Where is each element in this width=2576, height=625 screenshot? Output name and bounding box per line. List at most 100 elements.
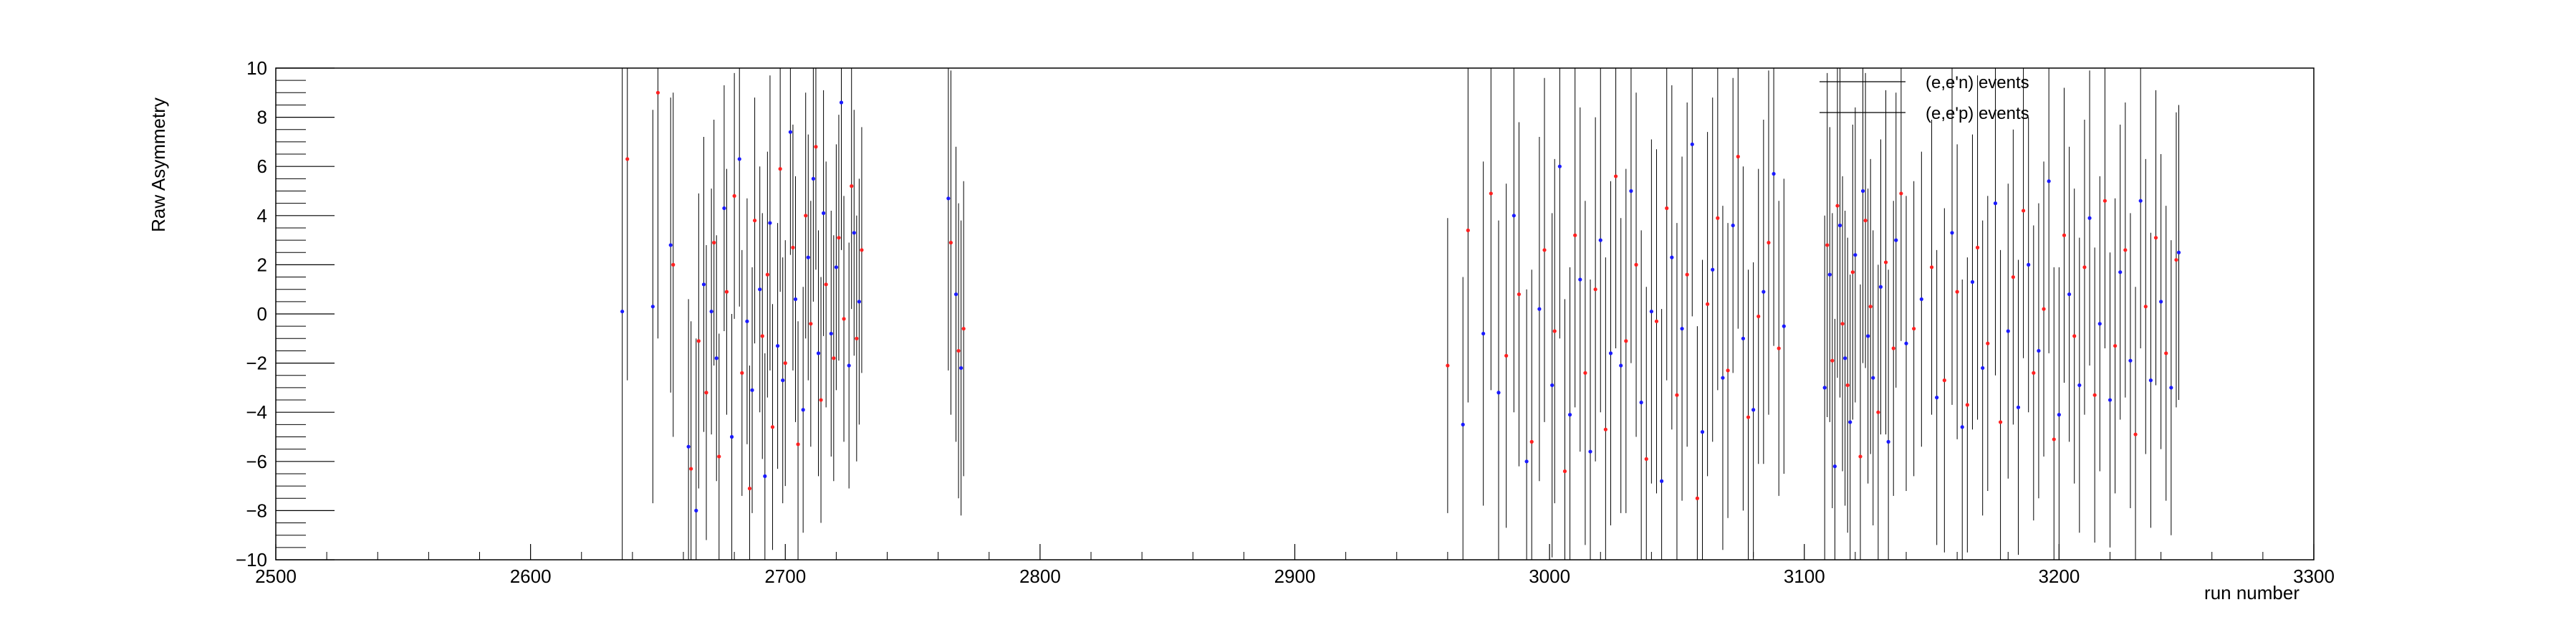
data-point-neutron <box>1837 223 1842 228</box>
data-point-neutron <box>1608 351 1613 356</box>
data-point-neutron <box>2148 378 2153 383</box>
data-point-neutron <box>1550 383 1554 388</box>
data-point-neutron <box>1860 189 1865 194</box>
data-point-neutron <box>1904 341 1908 345</box>
data-point-proton <box>1624 339 1628 343</box>
data-point-proton <box>1965 403 1969 407</box>
data-point-neutron <box>1700 430 1705 434</box>
data-point-neutron <box>1878 285 1883 289</box>
data-point-neutron <box>1970 280 1975 285</box>
data-point-proton <box>1986 341 1990 345</box>
data-point-neutron <box>829 331 833 336</box>
data-point-proton <box>1504 353 1509 358</box>
data-point-proton <box>1562 469 1567 474</box>
data-point-proton <box>1863 219 1868 223</box>
data-point-neutron <box>839 100 844 105</box>
data-point-neutron <box>1578 277 1582 282</box>
data-point-proton <box>842 317 846 321</box>
data-point-proton <box>1767 240 1771 245</box>
data-point-neutron <box>2118 270 2123 275</box>
data-point-neutron <box>1848 420 1852 424</box>
data-point-neutron <box>668 243 673 247</box>
data-point-neutron <box>768 221 772 225</box>
data-point-neutron <box>2067 292 2072 297</box>
data-point-proton <box>765 272 769 277</box>
data-point-neutron <box>745 319 749 323</box>
data-point-neutron <box>1524 459 1529 464</box>
x-tick-label: 2600 <box>510 566 552 587</box>
data-point-neutron <box>750 388 754 392</box>
data-point-neutron <box>959 366 963 371</box>
data-point-proton <box>1840 322 1845 326</box>
data-point-neutron <box>852 231 856 235</box>
data-point-proton <box>1552 329 1557 333</box>
data-point-proton <box>1583 371 1587 375</box>
data-point-proton <box>1613 174 1618 178</box>
data-point-proton <box>948 240 953 245</box>
data-point-proton <box>2133 432 2138 436</box>
data-point-neutron <box>793 297 798 302</box>
data-point-neutron <box>1993 201 1998 206</box>
data-point-proton <box>1912 326 1916 331</box>
data-point-neutron <box>1649 309 1653 314</box>
data-point-proton <box>1634 262 1638 267</box>
data-point-proton <box>1891 346 1895 350</box>
data-point-neutron <box>701 282 706 287</box>
y-tick-label: 8 <box>257 107 267 128</box>
data-point-proton <box>796 442 800 447</box>
data-point-neutron <box>1461 422 1465 426</box>
data-point-proton <box>1845 383 1850 388</box>
data-point-neutron <box>821 211 826 215</box>
data-point-proton <box>824 282 828 287</box>
data-point-proton <box>1695 496 1699 500</box>
data-point-neutron <box>834 265 838 269</box>
x-tick-label: 2900 <box>1274 566 1316 587</box>
data-point-neutron <box>709 309 713 314</box>
y-tick-label: −8 <box>246 500 267 521</box>
data-point-proton <box>850 184 854 189</box>
data-point-neutron <box>847 363 851 368</box>
data-point-neutron <box>1567 413 1572 417</box>
data-point-proton <box>2052 437 2056 442</box>
data-point-neutron <box>1843 356 1847 361</box>
data-point-proton <box>747 486 752 491</box>
data-point-proton <box>1883 260 1888 264</box>
data-point-neutron <box>1960 425 1964 429</box>
y-tick-label: 2 <box>257 254 267 275</box>
data-point-neutron <box>1639 400 1643 405</box>
data-point-neutron <box>2128 358 2133 363</box>
data-point-neutron <box>1981 366 1985 371</box>
data-point-proton <box>1542 248 1547 252</box>
data-point-proton <box>1603 427 1607 431</box>
data-point-neutron <box>737 157 741 161</box>
data-point-neutron <box>758 287 762 292</box>
data-point-proton <box>1777 346 1781 350</box>
data-point-neutron <box>1871 376 1875 380</box>
data-point-proton <box>671 262 676 267</box>
data-point-neutron <box>2176 250 2181 254</box>
data-point-neutron <box>2077 383 2082 388</box>
data-point-neutron <box>1886 439 1890 444</box>
data-point-proton <box>1899 191 1903 196</box>
data-point-neutron <box>714 356 719 361</box>
data-point-neutron <box>1598 238 1602 242</box>
data-point-neutron <box>1619 363 1623 368</box>
data-point-proton <box>760 334 764 338</box>
data-point-proton <box>1685 272 1689 277</box>
data-point-proton <box>1825 243 1830 247</box>
data-point-neutron <box>722 206 726 211</box>
data-point-proton <box>1858 454 1863 459</box>
data-points <box>620 90 2181 513</box>
error-bars <box>622 68 2180 560</box>
y-tick-label: −2 <box>246 353 267 374</box>
data-point-neutron <box>1512 214 1516 218</box>
data-point-neutron <box>801 408 805 412</box>
data-point-proton <box>724 290 729 294</box>
data-point-proton <box>1675 393 1679 397</box>
x-axis: 2500 2600 2700 2800 2900 3000 3100 3200 3300 <box>255 544 2335 587</box>
data-point-neutron <box>1853 253 1857 257</box>
data-point-proton <box>1529 439 1534 444</box>
data-point-neutron <box>946 196 951 201</box>
y-axis-title: Raw Asymmetry <box>148 97 169 232</box>
